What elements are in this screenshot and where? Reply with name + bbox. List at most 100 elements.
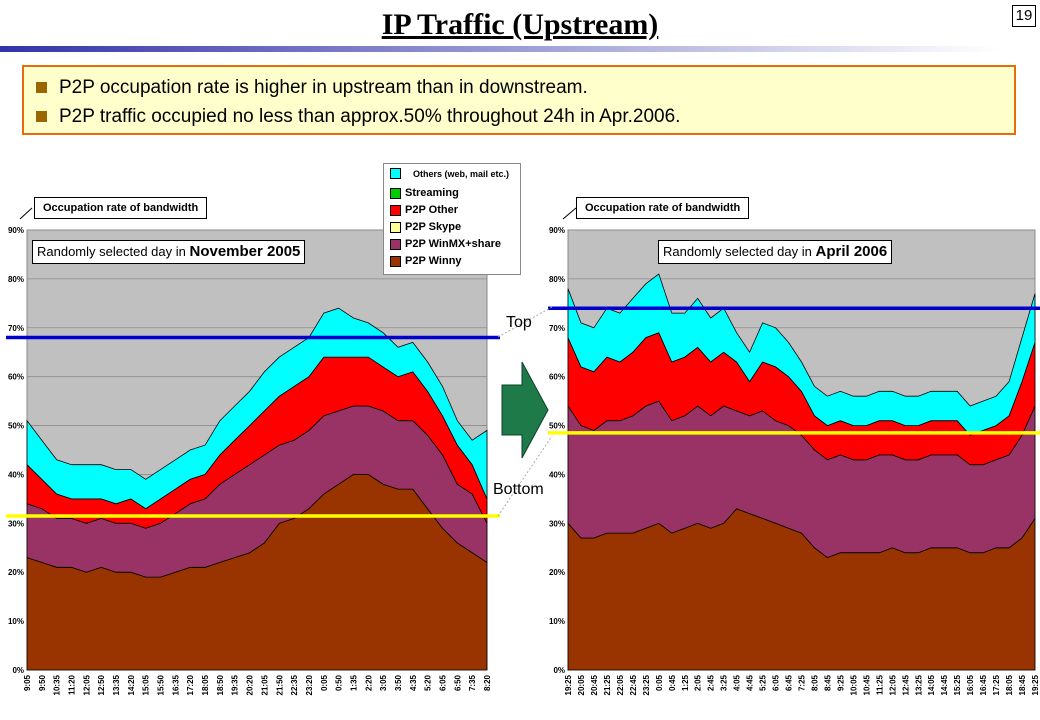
x-tick-label: 14:20 bbox=[127, 674, 136, 695]
x-tick-label: 16:45 bbox=[979, 674, 988, 695]
y-tick-label: 60% bbox=[549, 373, 565, 382]
x-tick-label: 1:25 bbox=[681, 674, 690, 691]
x-tick-label: 4:05 bbox=[733, 674, 742, 691]
x-tick-label: 7:35 bbox=[468, 674, 477, 691]
x-tick-label: 8:45 bbox=[823, 674, 832, 691]
legend-label: P2P WinMX+share bbox=[405, 238, 501, 250]
x-tick-label: 18:50 bbox=[216, 674, 225, 695]
y-tick-label: 80% bbox=[549, 275, 565, 284]
x-tick-label: 12:05 bbox=[888, 674, 897, 695]
title-underline-bar bbox=[0, 46, 1000, 52]
legend-item: P2P Other bbox=[390, 204, 458, 216]
series-area-others-web-mail-etc bbox=[26, 307, 488, 510]
ylabel-pointer-left bbox=[19, 207, 33, 220]
y-tick-label: 80% bbox=[8, 275, 24, 284]
y-tick-label: 30% bbox=[8, 519, 24, 528]
x-tick-label: 8:20 bbox=[483, 674, 492, 691]
x-tick-label: 1:35 bbox=[350, 674, 359, 691]
x-tick-label: 12:05 bbox=[82, 674, 91, 695]
legend-label: P2P Skype bbox=[405, 221, 462, 233]
y-tick-label: 0% bbox=[12, 666, 24, 675]
x-tick-label: 6:05 bbox=[772, 674, 781, 691]
x-tick-label: 5:25 bbox=[759, 674, 768, 691]
bullet-text: P2P traffic occupied no less than approx… bbox=[59, 106, 681, 127]
subtitle-prefix: Randomly selected day in bbox=[663, 244, 816, 259]
x-tick-label: 10:45 bbox=[862, 674, 871, 695]
x-tick-label: 14:45 bbox=[940, 674, 949, 695]
subtitle-prefix: Randomly selected day in bbox=[37, 244, 190, 259]
x-tick-label: 19:25 bbox=[564, 674, 573, 695]
x-tick-label: 10:05 bbox=[849, 674, 858, 695]
legend-label: Streaming bbox=[405, 187, 459, 199]
x-tick-label: 20:20 bbox=[246, 674, 255, 695]
x-tick-label: 2:45 bbox=[707, 674, 716, 691]
x-tick-label: 6:45 bbox=[785, 674, 794, 691]
y-tick-label: 70% bbox=[549, 324, 565, 333]
legend-swatch bbox=[390, 168, 401, 179]
x-tick-label: 23:20 bbox=[305, 674, 314, 695]
chart-subtitle-left: Randomly selected day in November 2005 bbox=[32, 240, 306, 264]
chart-subtitle-right: Randomly selected day in April 2006 bbox=[658, 240, 893, 264]
x-tick-label: 6:50 bbox=[453, 674, 462, 691]
x-tick-label: 19:25 bbox=[1031, 674, 1040, 695]
legend-label: Others (web, mail etc.) bbox=[413, 168, 510, 179]
x-tick-label: 8:05 bbox=[811, 674, 820, 691]
x-tick-label: 3:50 bbox=[394, 674, 403, 691]
x-tick-label: 13:25 bbox=[914, 674, 923, 695]
bullet-square-icon bbox=[36, 111, 47, 122]
x-tick-label: 18:05 bbox=[1005, 674, 1014, 695]
x-tick-label: 12:50 bbox=[97, 674, 106, 695]
x-tick-label: 22:05 bbox=[616, 674, 625, 695]
legend-swatch bbox=[390, 238, 401, 250]
x-tick-label: 3:25 bbox=[720, 674, 729, 691]
y-tick-label: 40% bbox=[8, 470, 24, 479]
x-tick-label: 17:20 bbox=[186, 674, 195, 695]
x-tick-label: 12:45 bbox=[901, 674, 910, 695]
legend-swatch bbox=[390, 221, 401, 233]
x-tick-label: 11:25 bbox=[875, 674, 884, 695]
legend-item: Others (web, mail etc.) bbox=[390, 168, 509, 179]
x-tick-label: 21:05 bbox=[260, 674, 269, 695]
x-tick-label: 20:05 bbox=[577, 674, 586, 695]
x-tick-label: 20:45 bbox=[590, 674, 599, 695]
y-tick-label: 90% bbox=[8, 226, 24, 235]
x-tick-label: 22:45 bbox=[629, 674, 638, 695]
y-tick-label: 40% bbox=[549, 470, 565, 479]
legend-item: P2P WinMX+share bbox=[390, 238, 501, 250]
chart-april-2006: 0% 10% 20% 30% 40% 50% 60% 70% 80% 90% 19:25 20:05 2… bbox=[548, 226, 1040, 695]
legend-item: P2P Winny bbox=[390, 255, 462, 267]
x-tick-label: 18:05 bbox=[201, 674, 210, 695]
ylabel-pointer-right bbox=[562, 207, 577, 220]
page-number: 19 bbox=[1012, 5, 1036, 27]
bullet-square-icon bbox=[36, 82, 47, 93]
y-tick-label: 50% bbox=[549, 422, 565, 431]
comparison-arrow-icon bbox=[501, 361, 549, 459]
series-area-others-web-mail-etc bbox=[567, 273, 1036, 436]
y-tick-label: 60% bbox=[8, 373, 24, 382]
subtitle-emphasis: November 2005 bbox=[189, 243, 301, 260]
page-title: IP Traffic (Upstream) bbox=[381, 8, 659, 41]
x-tick-label: 4:45 bbox=[746, 674, 755, 691]
bullet-text: P2P occupation rate is higher in upstrea… bbox=[59, 77, 588, 98]
x-tick-label: 4:35 bbox=[409, 674, 418, 691]
bottom-connector bbox=[497, 435, 553, 517]
x-tick-label: 21:25 bbox=[603, 674, 612, 695]
x-tick-label: 13:35 bbox=[112, 674, 121, 695]
y-tick-label: 10% bbox=[8, 617, 24, 626]
bottom-label: Bottom bbox=[493, 481, 544, 498]
y-tick-label: 30% bbox=[549, 519, 565, 528]
x-tick-label: 14:05 bbox=[927, 674, 936, 695]
y-tick-label: 70% bbox=[8, 324, 24, 333]
chart-legend: Others (web, mail etc.) Streaming P2P Ot… bbox=[383, 163, 521, 275]
x-tick-label: 3:05 bbox=[379, 674, 388, 691]
x-tick-label: 0:50 bbox=[335, 674, 344, 691]
y-tick-label: 50% bbox=[8, 422, 24, 431]
x-tick-label: 11:20 bbox=[68, 674, 77, 695]
x-tick-label: 0:45 bbox=[668, 674, 677, 691]
x-tick-label: 0:05 bbox=[320, 674, 329, 691]
x-tick-label: 16:05 bbox=[966, 674, 975, 695]
legend-item: Streaming bbox=[390, 187, 459, 199]
summary-box: P2P occupation rate is higher in upstrea… bbox=[22, 65, 1016, 135]
x-tick-label: 17:25 bbox=[992, 674, 1001, 695]
legend-item: P2P Skype bbox=[390, 221, 461, 233]
